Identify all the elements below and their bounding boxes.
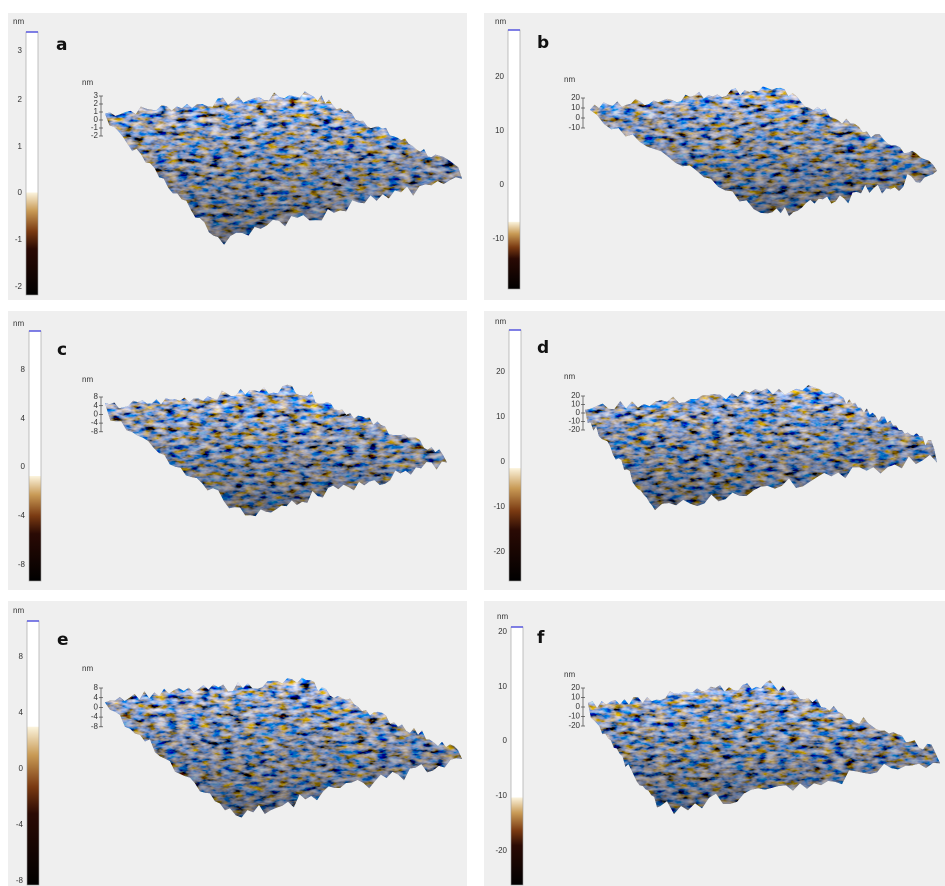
colorbar-tick-label: -10 [492,234,504,243]
axis-unit: nm [82,375,93,384]
colorbar [508,30,520,289]
colorbar-tick-label: 20 [498,627,507,636]
colorbar-unit: nm [13,319,24,328]
axis-tick-label: -10 [568,712,580,721]
colorbar-tick-label: 0 [501,457,506,466]
colorbar-unit: nm [495,317,506,326]
colorbar-tick-label: 0 [21,462,26,471]
colorbar-tick-label: 4 [19,708,24,717]
colorbar-unit: nm [495,17,506,26]
colorbar-unit: nm [13,606,24,615]
colorbar-tick-label: 8 [19,652,24,661]
colorbar-tick-label: 3 [18,46,23,55]
colorbar-tick-label: -4 [16,820,24,829]
axis-unit: nm [564,670,575,679]
panel-label: e [57,630,69,650]
colorbar-tick-label: 4 [21,414,26,423]
axis-unit: nm [564,372,575,381]
colorbar-tick-label: -1 [15,235,23,244]
colorbar-tick-label: -8 [18,560,26,569]
axis-tick-label: 8 [94,683,99,692]
axis-tick-label: 8 [94,392,99,401]
colorbar [27,621,39,885]
colorbar-tick-label: -10 [495,791,507,800]
axis-tick-label: 0 [576,702,581,711]
panel-label: c [57,340,67,360]
axis-tick-label: 0 [94,703,99,712]
colorbar-unit: nm [13,17,24,26]
panel-label: d [537,338,549,358]
colorbar-tick-label: 20 [496,367,505,376]
axis-tick-label: -4 [91,418,99,427]
colorbar-tick-label: -4 [18,511,26,520]
colorbar [511,627,523,885]
colorbar [26,32,38,295]
panel-label: a [56,35,67,55]
axis-tick-label: -4 [91,712,99,721]
colorbar-tick-label: 2 [18,95,23,104]
axis-tick-label: 4 [94,693,99,702]
colorbar [29,331,41,581]
colorbar [509,330,521,581]
axis-tick-label: -10 [568,123,580,132]
axis-tick-label: 0 [576,113,581,122]
axis-tick-label: 4 [94,401,99,410]
axis-tick-label: -8 [91,722,99,731]
colorbar-tick-label: 10 [498,682,507,691]
colorbar-tick-label: -20 [495,846,507,855]
colorbar-tick-label: 10 [495,126,504,135]
colorbar-tick-label: 10 [496,412,505,421]
colorbar-tick-label: -2 [15,282,23,291]
axis-unit: nm [564,75,575,84]
colorbar-tick-label: 0 [18,188,23,197]
axis-unit: nm [82,78,93,87]
colorbar-tick-label: -10 [493,502,505,511]
axis-tick-label: 0 [94,410,99,419]
axis-tick-label: -20 [568,425,580,434]
colorbar-tick-label: 1 [18,142,23,151]
colorbar-tick-label: 8 [21,365,26,374]
colorbar-tick-label: 20 [495,72,504,81]
axis-tick-label: -2 [91,131,99,140]
colorbar-tick-label: 0 [500,180,505,189]
axis-tick-label: 20 [571,683,580,692]
axis-tick-label: -20 [568,721,580,730]
colorbar-tick-label: 0 [503,736,508,745]
colorbar-tick-label: 0 [19,764,24,773]
colorbar-unit: nm [497,612,508,621]
figure: nm3210-1-2nm3210-1-2anm20100-10nm20100-1… [0,0,945,886]
axis-tick-label: -8 [91,427,99,436]
axis-unit: nm [82,664,93,673]
panel-label: b [537,33,549,53]
page: nm3210-1-2nm3210-1-2anm20100-10nm20100-1… [0,0,945,886]
colorbar-tick-label: -20 [493,547,505,556]
axis-tick-label: 10 [571,693,580,702]
axis-tick-label: 20 [571,93,580,102]
panel-label: f [537,628,545,648]
axis-tick-label: 10 [571,103,580,112]
colorbar-tick-label: -8 [16,876,24,885]
